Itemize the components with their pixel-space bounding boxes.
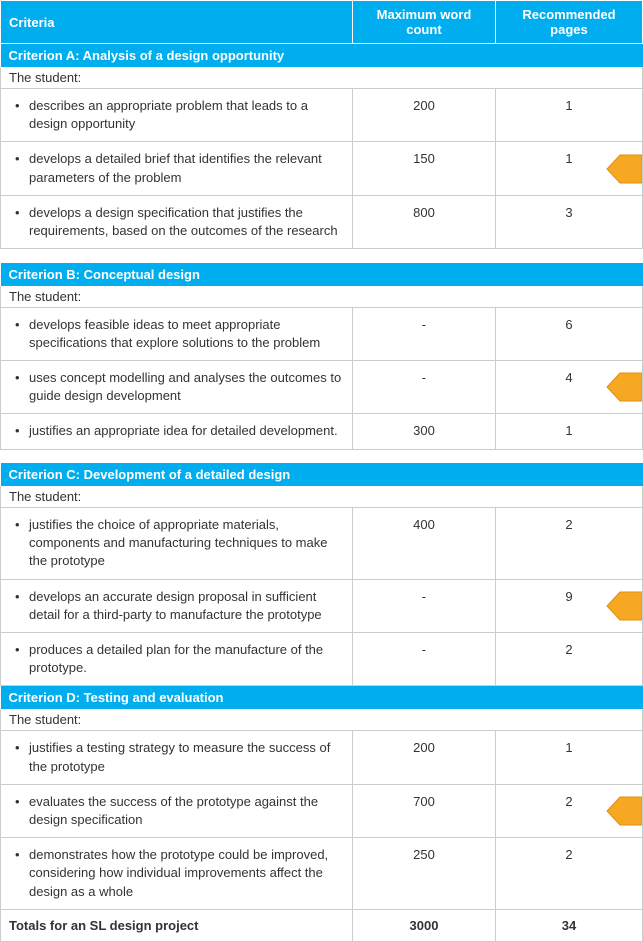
student-label: The student: [1, 709, 643, 731]
totals-row: Totals for an SL design project300034 [1, 909, 643, 941]
student-row: The student: [1, 709, 643, 731]
row-pages: 6 [495, 307, 642, 360]
section-gap [1, 449, 643, 463]
row-description: uses concept modelling and analyses the … [1, 361, 353, 414]
row-description: develops a detailed brief that identifie… [1, 142, 353, 195]
table-row: evaluates the success of the prototype a… [1, 784, 643, 837]
row-description: develops an accurate design proposal in … [1, 579, 353, 632]
table-row: develops a detailed brief that identifie… [1, 142, 643, 195]
row-pages: 1 [495, 414, 642, 449]
row-word-count: 400 [353, 508, 496, 580]
row-word-count: - [353, 361, 496, 414]
row-description: develops a design specification that jus… [1, 195, 353, 248]
row-word-count: 250 [353, 838, 496, 910]
row-pages: 1 [495, 89, 642, 142]
table-row: develops a design specification that jus… [1, 195, 643, 248]
table-row: develops an accurate design proposal in … [1, 579, 643, 632]
student-label: The student: [1, 486, 643, 508]
header-criteria: Criteria [1, 1, 353, 44]
row-pages: 2 [495, 508, 642, 580]
row-pages: 4 [495, 361, 642, 414]
student-row: The student: [1, 67, 643, 89]
row-word-count: 200 [353, 731, 496, 784]
student-row: The student: [1, 286, 643, 308]
table-header-row: Criteria Maximum word count Recommended … [1, 1, 643, 44]
row-pages: 1 [495, 731, 642, 784]
row-word-count: 150 [353, 142, 496, 195]
callout-arrow-icon [606, 796, 642, 826]
table-row: justifies an appropriate idea for detail… [1, 414, 643, 449]
row-pages: 2 [495, 633, 642, 686]
table-row: justifies a testing strategy to measure … [1, 731, 643, 784]
row-word-count: 300 [353, 414, 496, 449]
row-pages: 2 [495, 838, 642, 910]
row-word-count: - [353, 307, 496, 360]
section-title: Criterion C: Development of a detailed d… [1, 463, 643, 486]
row-pages: 1 [495, 142, 642, 195]
totals-label: Totals for an SL design project [1, 909, 353, 941]
table-row: describes an appropriate problem that le… [1, 89, 643, 142]
totals-pages: 34 [495, 909, 642, 941]
section-title: Criterion A: Analysis of a design opport… [1, 44, 643, 68]
row-word-count: 200 [353, 89, 496, 142]
row-pages: 3 [495, 195, 642, 248]
table-row: demonstrates how the prototype could be … [1, 838, 643, 910]
table-row: develops feasible ideas to meet appropri… [1, 307, 643, 360]
row-description: justifies an appropriate idea for detail… [1, 414, 353, 449]
row-description: evaluates the success of the prototype a… [1, 784, 353, 837]
criteria-table: Criteria Maximum word count Recommended … [0, 0, 643, 942]
header-rec-pages: Recommended pages [495, 1, 642, 44]
table-row: produces a detailed plan for the manufac… [1, 633, 643, 686]
student-label: The student: [1, 286, 643, 308]
table-row: uses concept modelling and analyses the … [1, 361, 643, 414]
student-row: The student: [1, 486, 643, 508]
row-description: justifies the choice of appropriate mate… [1, 508, 353, 580]
row-word-count: 800 [353, 195, 496, 248]
row-word-count: - [353, 633, 496, 686]
row-word-count: - [353, 579, 496, 632]
row-description: develops feasible ideas to meet appropri… [1, 307, 353, 360]
section-header: Criterion A: Analysis of a design opport… [1, 44, 643, 68]
callout-arrow-icon [606, 591, 642, 621]
section-header: Criterion D: Testing and evaluation [1, 686, 643, 710]
section-header: Criterion C: Development of a detailed d… [1, 463, 643, 486]
row-description: produces a detailed plan for the manufac… [1, 633, 353, 686]
row-description: justifies a testing strategy to measure … [1, 731, 353, 784]
row-description: demonstrates how the prototype could be … [1, 838, 353, 910]
section-title: Criterion B: Conceptual design [1, 263, 643, 286]
section-title: Criterion D: Testing and evaluation [1, 686, 643, 710]
row-pages: 2 [495, 784, 642, 837]
section-gap [1, 249, 643, 263]
callout-arrow-icon [606, 154, 642, 184]
section-header: Criterion B: Conceptual design [1, 263, 643, 286]
table-row: justifies the choice of appropriate mate… [1, 508, 643, 580]
row-word-count: 700 [353, 784, 496, 837]
header-max-words: Maximum word count [353, 1, 496, 44]
row-pages: 9 [495, 579, 642, 632]
row-description: describes an appropriate problem that le… [1, 89, 353, 142]
student-label: The student: [1, 67, 643, 89]
callout-arrow-icon [606, 372, 642, 402]
totals-words: 3000 [353, 909, 496, 941]
